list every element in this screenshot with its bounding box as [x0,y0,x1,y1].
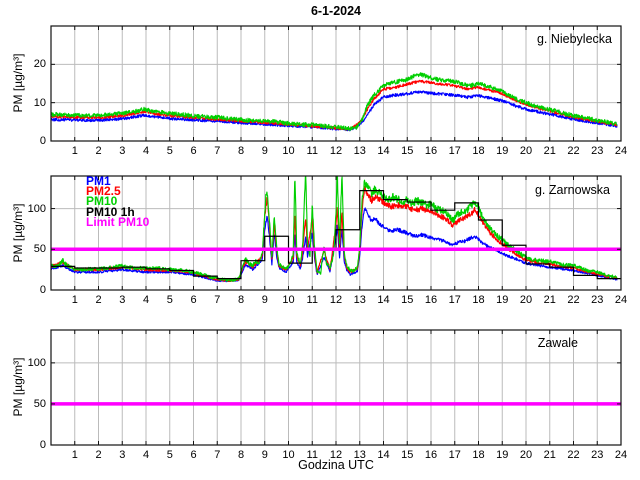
x-axis-label: Godzina UTC [298,458,374,472]
x-tick-label: 5 [166,449,173,461]
x-tick-label: 9 [261,449,268,461]
y-tick-label: 50 [33,243,46,256]
y-tick-label: 0 [39,284,46,296]
station-label-zarnowska: g. Zarnowska [534,183,610,197]
x-tick-label: 5 [166,294,173,306]
x-tick-label: 18 [472,145,485,157]
x-tick-label: 9 [261,145,268,157]
series-line-pm10 [51,72,618,131]
x-tick-label: 24 [614,449,628,461]
x-tick-label: 9 [261,294,268,306]
chart-title: 6-1-2024 [310,4,362,18]
x-tick-label: 22 [567,449,580,461]
x-tick-label: 14 [377,449,390,461]
y-tick-label: 20 [33,58,46,71]
x-tick-label: 16 [424,449,438,461]
x-tick-label: 19 [496,145,509,157]
y-tick-label: 0 [39,135,46,147]
x-tick-label: 4 [142,294,150,306]
x-tick-label: 6 [190,145,197,157]
x-tick-label: 14 [377,294,390,306]
x-tick-label: 22 [567,145,580,157]
x-tick-label: 1 [71,449,78,461]
legend-item-pm1: PM1 [86,174,111,188]
y-tick-label: 10 [33,96,46,109]
y-axis-label-plot3: PM [µg/m³] [11,357,25,417]
x-tick-label: 12 [329,449,343,461]
x-tick-label: 22 [567,294,580,306]
x-tick-label: 24 [614,145,628,157]
x-tick-label: 17 [448,294,461,306]
x-tick-label: 5 [166,145,173,157]
legend-item-pm25: PM2.5 [86,184,121,199]
series-stairs-pm10-1h [51,190,621,280]
x-tick-label: 10 [282,449,295,461]
station-label-niebylecka: g. Niebylecka [536,32,612,46]
x-tick-label: 23 [591,145,604,157]
x-tick-label: 8 [237,449,245,461]
x-tick-label: 17 [448,145,461,157]
x-tick-label: 17 [448,449,461,461]
x-tick-label: 24 [614,294,628,306]
x-tick-label: 20 [519,294,533,306]
x-tick-label: 7 [214,145,221,157]
x-tick-label: 14 [377,145,390,157]
legend-item-pm10: PM10 [86,194,118,209]
legend-item-limitpm10: Limit PM10 [86,214,150,229]
x-tick-label: 11 [306,145,318,157]
y-axis-label-plot2: PM [µg/m³] [11,203,25,263]
x-tick-label: 13 [353,145,366,157]
y-axis-label-plot1: PM [µg/m³] [11,53,25,113]
x-tick-label: 7 [214,449,221,461]
x-tick-label: 12 [329,145,343,157]
x-tick-label: 3 [119,449,126,461]
x-tick-label: 16 [424,294,438,306]
x-tick-label: 6 [190,449,197,461]
x-tick-label: 19 [496,294,509,306]
x-tick-label: 13 [353,294,366,306]
x-tick-label: 18 [472,449,485,461]
x-tick-label: 19 [496,449,509,461]
y-tick-label: 50 [33,397,46,410]
station-label-zawale: Zawale [537,336,578,350]
y-tick-label: 100 [27,202,46,215]
x-tick-label: 2 [95,449,102,461]
legend-item-pm101h: PM10 1h [86,204,135,219]
x-tick-label: 8 [237,294,245,306]
x-tick-label: 4 [142,449,150,461]
x-tick-label: 11 [306,449,318,461]
x-tick-label: 2 [95,145,102,157]
x-tick-label: 23 [591,294,604,306]
x-tick-label: 20 [519,145,533,157]
y-tick-label: 0 [39,439,46,451]
legend: PM1 PM2.5 PM10 PM10 1h Limit PM10 [86,174,150,229]
x-tick-label: 6 [190,294,197,306]
x-tick-label: 15 [401,294,414,306]
x-tick-label: 1 [71,294,78,306]
x-tick-label: 11 [306,294,318,306]
x-tick-label: 12 [329,294,343,306]
x-tick-label: 10 [282,145,295,157]
x-tick-label: 15 [401,145,414,157]
x-tick-label: 1 [71,145,78,157]
x-tick-label: 2 [95,294,102,306]
x-tick-label: 3 [119,294,126,306]
x-tick-label: 21 [543,145,556,157]
x-tick-label: 10 [282,294,295,306]
x-tick-label: 13 [353,449,366,461]
x-tick-label: 20 [519,449,533,461]
x-tick-label: 16 [424,145,438,157]
x-tick-label: 3 [119,145,126,157]
x-tick-label: 23 [591,449,604,461]
x-tick-label: 21 [543,449,556,461]
x-tick-label: 15 [401,449,414,461]
y-tick-label: 100 [27,356,46,369]
x-tick-label: 4 [142,145,150,157]
x-tick-label: 18 [472,294,485,306]
x-tick-label: 7 [214,294,221,306]
x-tick-label: 8 [237,145,245,157]
x-tick-label: 21 [543,294,556,306]
